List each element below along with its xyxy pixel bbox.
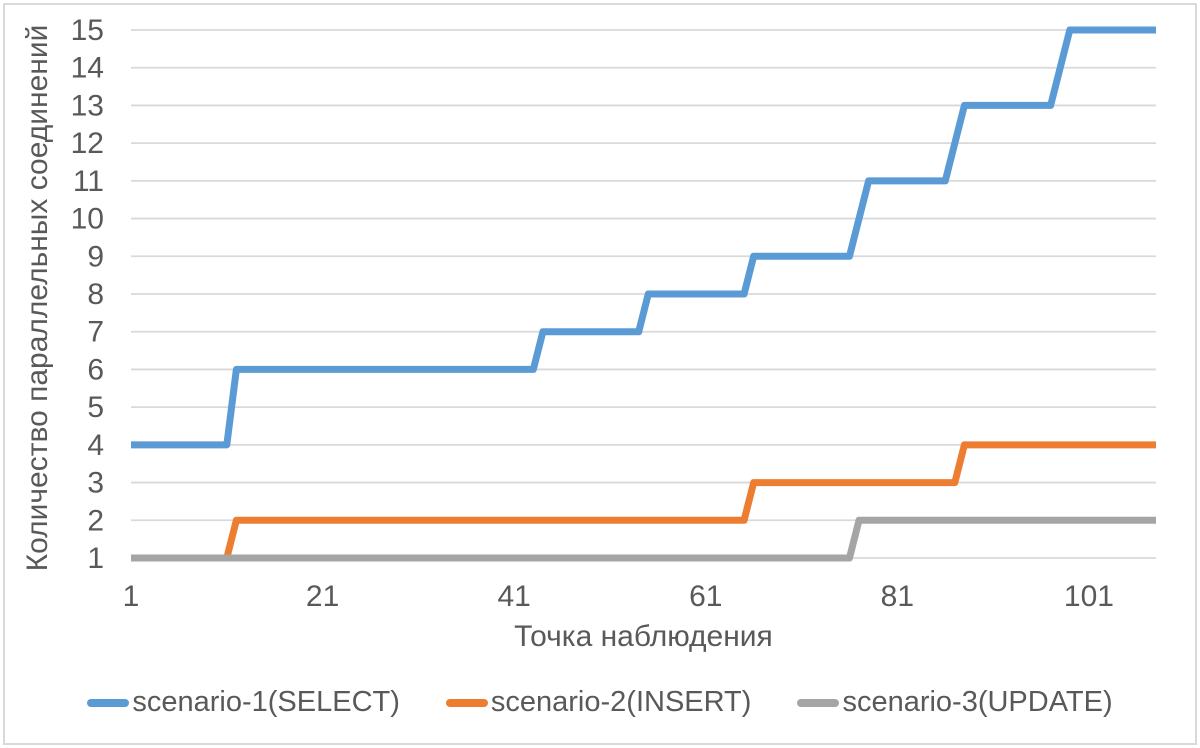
- legend: scenario-1(SELECT) scenario-2(INSERT) sc…: [0, 686, 1200, 719]
- x-tick-label-21: 21: [306, 580, 339, 613]
- y-tick-label-7: 7: [87, 316, 104, 349]
- y-tick-label-2: 2: [87, 504, 104, 537]
- x-tick-label-81: 81: [881, 580, 914, 613]
- y-tick-label-9: 9: [87, 240, 104, 273]
- x-tick-label-41: 41: [497, 580, 530, 613]
- legend-item-scenario-3: scenario-3(UPDATE): [797, 686, 1113, 719]
- y-tick-label-6: 6: [87, 353, 104, 386]
- x-tick-label-1: 1: [123, 580, 140, 613]
- y-axis-title: Количество параллельных соединений: [21, 24, 54, 572]
- legend-line-swatch-blue: [87, 698, 130, 707]
- y-tick-label-13: 13: [71, 89, 104, 122]
- x-tick-label-101: 101: [1064, 580, 1114, 613]
- y-tick-label-15: 15: [71, 14, 104, 47]
- y-tick-label-5: 5: [87, 391, 104, 424]
- legend-item-scenario-2: scenario-2(INSERT): [445, 686, 752, 719]
- legend-label: scenario-3(UPDATE): [842, 686, 1113, 718]
- series-line-scenario-1-select: [131, 26, 1156, 449]
- y-tick-label-10: 10: [71, 203, 104, 236]
- y-tick-label-14: 14: [71, 52, 104, 85]
- x-axis-title: Точка наблюдения: [514, 620, 773, 653]
- series-line-scenario-3-update: [131, 516, 1156, 562]
- y-tick-label-1: 1: [87, 542, 104, 575]
- legend-line-swatch-gray: [797, 698, 840, 707]
- legend-label: scenario-2(INSERT): [490, 686, 752, 718]
- y-tick-label-12: 12: [71, 127, 104, 160]
- legend-line-swatch-orange: [445, 698, 488, 707]
- legend-item-scenario-1: scenario-1(SELECT): [87, 686, 400, 719]
- y-tick-label-8: 8: [87, 278, 104, 311]
- y-tick-label-11: 11: [73, 165, 104, 198]
- series-line-scenario-2-insert: [131, 441, 1156, 562]
- legend-label: scenario-1(SELECT): [132, 686, 400, 718]
- y-tick-label-3: 3: [87, 467, 104, 500]
- y-tick-label-4: 4: [87, 429, 104, 462]
- x-tick-label-61: 61: [689, 580, 722, 613]
